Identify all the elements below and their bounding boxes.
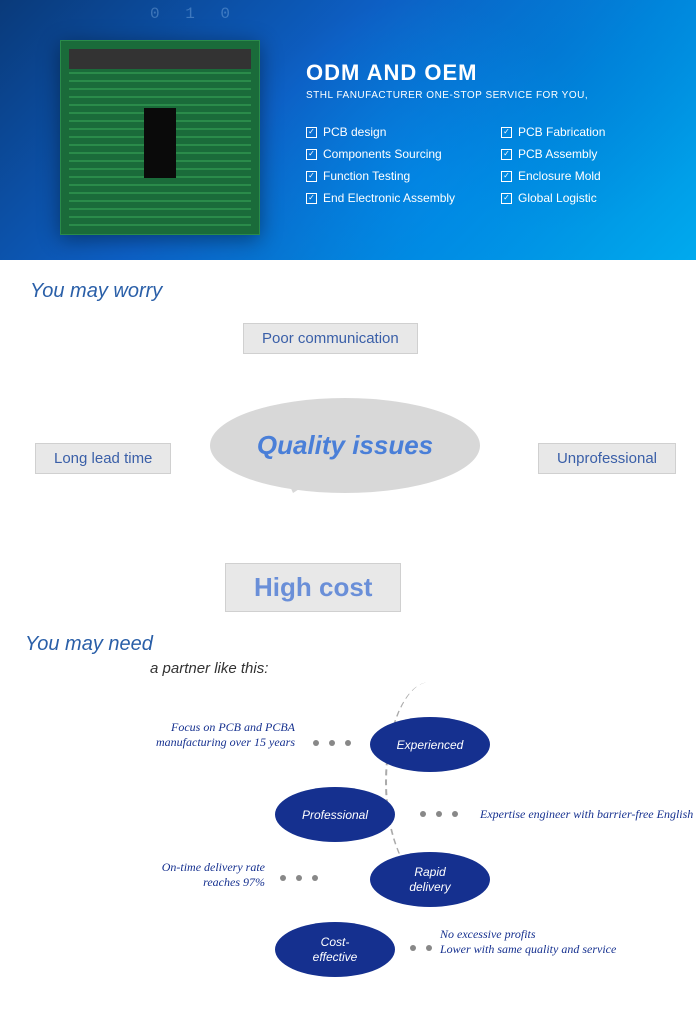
desc-line2: Lower with same quality and service: [440, 942, 690, 957]
connector-dot: [313, 740, 319, 746]
oval-professional: Professional: [275, 787, 395, 842]
service-item: Enclosure Mold: [518, 169, 601, 183]
connector-dot: [420, 811, 426, 817]
connector-dot: [436, 811, 442, 817]
worry-diagram: Poor communication Long lead time Qualit…: [30, 323, 666, 613]
worry-box-leadtime: Long lead time: [35, 443, 171, 474]
hero-banner: 0 1 0 ODM AND OEM STHL FANUFACTURER ONE-…: [0, 0, 696, 260]
oval-cost-effective: Cost- effective: [275, 922, 395, 977]
oval-rapid-delivery: Rapid delivery: [370, 852, 490, 907]
desc-line1: No excessive profits: [440, 927, 690, 942]
desc-professional: Expertise engineer with barrier-free Eng…: [480, 807, 696, 822]
binary-digits-deco: 0 1 0: [150, 5, 238, 23]
connector-dot: [452, 811, 458, 817]
check-icon: [306, 127, 317, 138]
desc-rapid: On-time delivery rate reaches 97%: [125, 860, 265, 890]
check-icon: [501, 193, 512, 204]
connector-dot: [296, 875, 302, 881]
service-item: PCB design: [323, 125, 386, 139]
service-item: Function Testing: [323, 169, 410, 183]
service-item: End Electronic Assembly: [323, 191, 455, 205]
connector-dot: [280, 875, 286, 881]
worry-box-unprofessional: Unprofessional: [538, 443, 676, 474]
connector-dot: [345, 740, 351, 746]
service-item: Global Logistic: [518, 191, 597, 205]
hero-title: ODM AND OEM: [306, 60, 666, 86]
worry-section: You may worry Poor communication Long le…: [0, 260, 696, 623]
check-icon: [501, 149, 512, 160]
oval-line2: delivery: [409, 880, 450, 894]
need-subtitle: a partner like this:: [150, 660, 671, 677]
need-diagram: Experienced Professional Rapid delivery …: [25, 692, 671, 1002]
oval-line1: Cost-: [321, 935, 350, 949]
oval-line2: effective: [313, 950, 358, 964]
connector-dot: [410, 945, 416, 951]
oval-line1: Rapid: [414, 865, 445, 879]
service-item: PCB Fabrication: [518, 125, 605, 139]
oval-experienced: Experienced: [370, 717, 490, 772]
worry-bubble-quality: Quality issues: [210, 398, 480, 493]
check-icon: [306, 149, 317, 160]
worry-box-highcost: High cost: [225, 563, 401, 612]
check-icon: [306, 171, 317, 182]
check-icon: [306, 193, 317, 204]
desc-experienced: Focus on PCB and PCBA manufacturing over…: [135, 720, 295, 750]
hero-text-block: ODM AND OEM STHL FANUFACTURER ONE-STOP S…: [306, 60, 666, 209]
connector-dot: [426, 945, 432, 951]
check-icon: [501, 127, 512, 138]
worry-box-communication: Poor communication: [243, 323, 418, 354]
need-title: You may need: [25, 633, 671, 656]
service-item: PCB Assembly: [518, 147, 597, 161]
hero-subtitle: STHL FANUFACTURER ONE-STOP SERVICE FOR Y…: [306, 90, 666, 101]
desc-cost: No excessive profits Lower with same qua…: [440, 927, 690, 957]
motherboard-image: [60, 40, 260, 235]
hero-services-col1: PCB design Components Sourcing Function …: [306, 121, 471, 209]
connector-dot: [329, 740, 335, 746]
need-section: You may need a partner like this: Experi…: [0, 623, 696, 1022]
service-item: Components Sourcing: [323, 147, 442, 161]
check-icon: [501, 171, 512, 182]
connector-dot: [312, 875, 318, 881]
hero-services-col2: PCB Fabrication PCB Assembly Enclosure M…: [501, 121, 666, 209]
worry-title: You may worry: [30, 280, 666, 303]
